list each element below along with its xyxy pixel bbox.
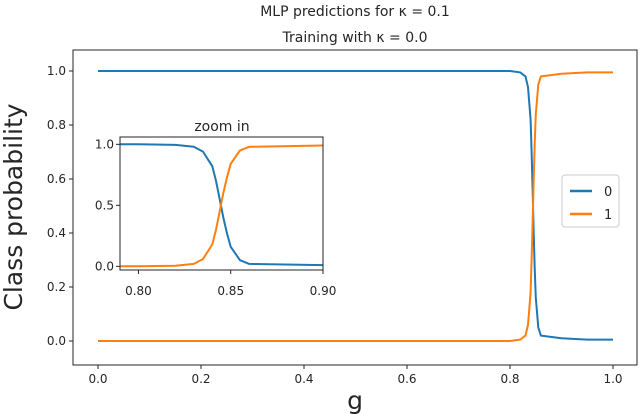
y-tick-label: 0.4 [47, 226, 66, 240]
inset-y-tick-label: 0.5 [95, 198, 114, 212]
y-tick-label: 0.2 [47, 280, 66, 294]
main-series-group [98, 70, 613, 342]
series-line-1 [98, 71, 613, 342]
inset-x-tick-label: 0.85 [217, 284, 244, 298]
y-tick-label: 0.0 [47, 334, 66, 348]
chart-title-line2: Training with κ = 0.0 [282, 30, 428, 46]
legend-label-0: 0 [604, 185, 612, 200]
x-tick-label: 0.0 [88, 372, 107, 386]
series-line-0 [98, 70, 613, 341]
chart-title-line1: MLP predictions for κ = 0.1 [260, 4, 450, 20]
x-tick-label: 1.0 [603, 372, 622, 386]
y-tick-label: 0.8 [47, 118, 66, 132]
x-axis-label: g [347, 386, 363, 414]
inset-y-tick-label: 0.0 [95, 259, 114, 273]
inset-series-group [120, 143, 323, 268]
y-tick-label: 0.6 [47, 172, 66, 186]
y-tick-label: 1.0 [47, 64, 66, 78]
y-axis-label: Class probability [0, 103, 28, 310]
plot-frame [72, 49, 638, 366]
main-axes-group: 0.0 0.2 0.4 0.6 0.8 1.0 0.0 0.2 0.4 0.6 0.8 1.0 [47, 49, 638, 386]
inset-title: zoom in [194, 119, 249, 135]
inset-series-line-1 [120, 144, 323, 268]
legend-label-1: 1 [604, 208, 612, 223]
inset-frame [119, 136, 324, 271]
x-tick-label: 0.4 [294, 372, 313, 386]
x-tick-label: 0.2 [191, 372, 210, 386]
inset-y-tick-label: 1.0 [95, 137, 114, 151]
x-tick-label: 0.8 [500, 372, 519, 386]
inset-x-tick-label: 0.80 [125, 284, 152, 298]
inset-group: 0.80 0.85 0.90 0.0 0.5 1.0 [95, 136, 337, 298]
inset-x-tick-label: 0.90 [310, 284, 337, 298]
legend: 0 1 [561, 174, 620, 228]
inset-series-line-0 [120, 143, 323, 267]
x-tick-label: 0.6 [397, 372, 416, 386]
